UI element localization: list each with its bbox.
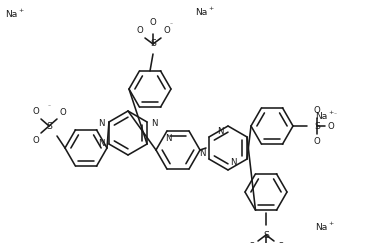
Text: N: N [151,119,158,128]
Text: +: + [208,6,213,11]
Text: N: N [230,158,237,167]
Text: Na: Na [195,8,207,17]
Text: N: N [199,149,206,158]
Text: O: O [163,26,170,35]
Text: ⁻: ⁻ [170,23,173,28]
Text: +: + [328,221,333,226]
Text: O: O [314,106,321,115]
Text: ⁻: ⁻ [48,105,51,110]
Text: S: S [263,231,269,240]
Text: +: + [18,8,23,13]
Text: O: O [327,122,334,130]
Text: S: S [314,122,320,130]
Text: O: O [136,26,143,35]
Text: Na: Na [315,223,327,232]
Text: O: O [59,108,66,117]
Text: Na: Na [5,10,17,19]
Text: ⁻: ⁻ [334,113,337,118]
Text: O: O [150,18,156,27]
Text: S: S [46,122,52,130]
Text: N: N [165,134,171,143]
Text: O: O [277,242,284,243]
Text: Na: Na [315,112,327,121]
Text: N: N [99,139,105,148]
Text: +: + [328,110,333,115]
Text: S: S [150,40,156,49]
Text: O: O [314,137,321,146]
Text: O: O [248,242,255,243]
Text: N: N [99,119,105,128]
Text: O: O [32,107,39,116]
Text: N: N [217,127,224,136]
Text: O: O [32,136,39,145]
